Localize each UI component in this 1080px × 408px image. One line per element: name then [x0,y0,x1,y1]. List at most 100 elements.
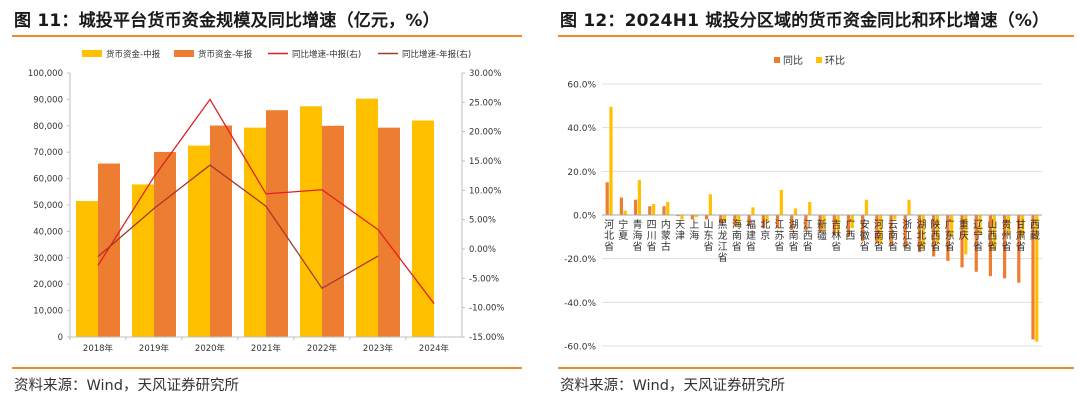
right-source-note: 资料来源：Wind，天风证券研究所 [560,378,785,394]
left-y-tick-label: 20,000 [33,280,63,290]
x-tick-label: 省 [973,240,983,253]
bar-yoy-北京 [761,215,765,229]
x-tick-label: 2023年 [363,343,394,354]
bar-yoy-西藏 [1031,215,1035,340]
x-tick-label: 省 [931,240,941,253]
x-tick-label: 北 [916,230,926,242]
x-tick-label: 西 [845,231,855,242]
bar-qoq-浙江省 [907,199,911,215]
x-tick-label: 苏 [774,229,784,242]
bar-yoy-黑龙江省 [719,215,723,224]
x-tick-label: 安 [860,218,870,231]
x-tick-label: 江 [718,241,728,253]
x-tick-label: 甘 [1016,218,1026,231]
x-tick-label: 陕 [931,218,941,231]
bar-qoq-上海 [694,215,698,218]
x-tick-label: 东 [945,229,955,242]
bar-qoq-甘肃省 [1021,215,1025,237]
x-tick-label: 省 [860,240,870,253]
x-tick-label: 南 [874,229,884,242]
x-tick-label: 宁 [618,218,628,231]
bar-qoq-西藏 [1035,215,1039,342]
right-y-tick-label: 25.00% [469,98,501,108]
bar-qoq-陕西省 [935,215,940,244]
x-tick-label: 省 [831,240,841,253]
x-tick-label: 西 [803,231,813,242]
x-tick-label: 省 [945,240,955,253]
bar-qoq-四川省 [651,204,656,215]
right-y-tick-label: -15.00% [469,333,504,343]
legend-swatch-2 [174,50,194,57]
bar-yoy-甘肃省 [1017,215,1021,283]
legend-label-2: 货币资金-年报 [198,49,253,60]
bar-yoy-四川省 [648,206,652,215]
x-tick-label: 省 [632,240,642,253]
bar-qoq-湖北省 [921,215,925,248]
left-y-tick-label: 0 [58,333,63,343]
right-y-tick-label: 30.00% [469,69,501,79]
x-tick-label: 河 [604,219,614,231]
bar-qoq-辽宁省 [978,215,982,235]
left-y-tick-label: 100,000 [28,69,63,79]
x-tick-label: 省 [1016,240,1026,253]
x-tick-label: 省 [803,240,813,253]
x-tick-label: 古 [661,240,671,253]
x-tick-label: 京 [760,229,770,242]
x-tick-label: 夏 [618,230,628,242]
x-tick-label: 湖 [789,219,799,231]
legend-swatch-1 [82,50,102,57]
bar-qoq-江西省 [808,201,812,215]
x-tick-label: 辽 [973,219,983,231]
x-tick-label: 山 [987,219,997,231]
x-tick-label: 海 [732,218,742,231]
right-y-tick-label: -5.00% [469,274,499,284]
x-tick-label: 省 [874,240,884,253]
left-source-divider [12,367,522,369]
right-figure-title: 图 12：2024H1 城投分区域的货币资金同比和环比增速（%） [560,11,1050,31]
bar-qoq-黑龙江省 [722,215,727,222]
y-tick-label: -60.0% [564,343,596,353]
bar-yoy-云南省 [889,215,893,246]
bar-qoq-安徽省 [864,199,869,215]
bar-midyear-2020年 [188,145,210,337]
bar-yoy-湖南省 [790,215,794,231]
left-y-tick-label: 30,000 [33,254,63,264]
x-tick-label: 省 [604,240,614,253]
bar-annual-2019年 [154,151,176,337]
x-tick-label: 省 [746,240,756,253]
y-tick-label: 40.0% [567,124,596,134]
bar-yoy-山西省 [988,215,993,277]
x-tick-label: 福 [746,218,756,231]
x-tick-label: 黑 [718,219,728,231]
x-tick-label: 肃 [1016,230,1026,242]
x-tick-label: 广 [945,219,955,231]
bar-qoq-河南省 [879,215,883,244]
bar-yoy-内蒙古 [662,206,666,215]
bar-annual-2021年 [266,110,288,337]
bar-qoq-山西省 [992,215,996,250]
y-tick-label: 20.0% [567,168,596,178]
right-chart: 同比 环比 -60.0% -40.0% -20.0% 0.0% 20.0% 40.0% 60.0… [564,55,1042,353]
x-tick-label: 省 [902,240,912,253]
x-tick-label: 津 [675,230,685,242]
left-y-tick-label: 60,000 [33,175,63,185]
x-tick-label: 省 [703,240,713,253]
bar-yoy-安徽省 [861,215,865,242]
bar-qoq-山东省 [708,194,712,215]
bar-qoq-湖南省 [793,208,798,215]
x-tick-label: 重 [959,218,969,231]
x-tick-label: 南 [888,229,898,242]
y-tick-label: -20.0% [564,255,596,265]
right-source-divider [558,367,1074,369]
x-tick-label: 州 [1002,230,1012,242]
legend-label-2: 环比 [825,55,845,67]
x-tick-label: 2020年 [195,343,226,354]
x-tick-label: 南 [789,229,799,242]
x-tick-label: 省 [916,240,926,253]
bar-yoy-广西 [846,215,851,237]
bar-qoq-海南省 [737,215,741,226]
x-tick-label: 青 [632,218,642,231]
bar-annual-2023年 [378,127,400,337]
bar-qoq-内蒙古 [666,201,670,215]
x-tick-label: 浙 [902,219,912,231]
